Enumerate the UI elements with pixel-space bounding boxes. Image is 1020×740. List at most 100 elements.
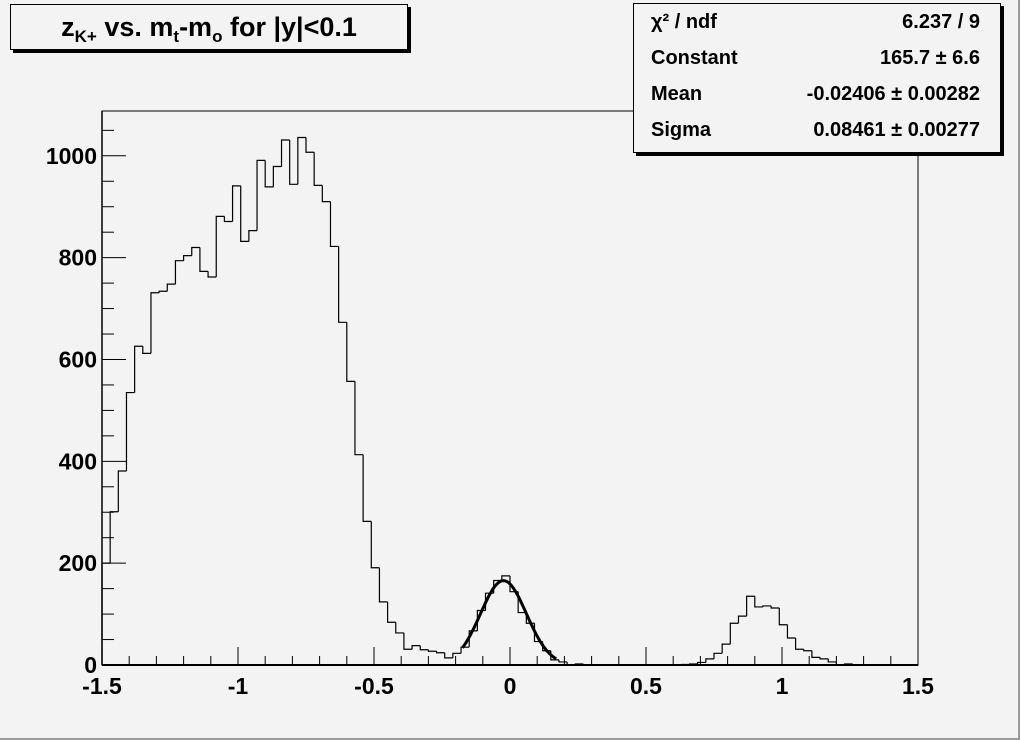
x-tick-label: -0.5 [354,673,394,699]
gaussian-fit-curve [461,579,558,661]
histogram-bin [721,643,731,654]
stats-value: 6.237 / 9 [902,11,980,33]
histogram-bin [362,454,372,523]
y-tick-label: 0 [84,652,97,678]
title-text: for |y|<0.1 [222,12,357,42]
x-tick-label: 1 [776,673,789,699]
histogram-bin [183,255,192,261]
histogram-bin [264,160,274,188]
histogram-bin [435,651,445,654]
stats-row-constant: Constant 165.7 ± 6.6 [634,40,1000,76]
title-text: vs. m [96,12,174,42]
histogram-bin [280,139,290,167]
histogram-bin [346,322,355,382]
histogram-bin [215,215,225,277]
histogram-bin [305,137,315,153]
histogram-bin [395,622,404,634]
histogram-bin [248,230,258,242]
y-tick-label: 400 [59,448,97,474]
stats-row-chi2: χ² / ndf 6.237 / 9 [634,4,1000,40]
stats-label: Constant [651,47,738,69]
histogram-bin [240,185,249,242]
histogram-bin [199,247,209,272]
stats-row-sigma: Sigma 0.08461 ± 0.00277 [634,112,1000,148]
histogram-bin [762,605,772,607]
x-tick-label: 1.5 [902,673,934,699]
histogram-bin [370,521,380,569]
histogram-bin [403,632,413,650]
histogram-bin [256,159,266,231]
stats-value: 0.08461 ± 0.00277 [813,119,980,141]
histogram-bin [795,638,804,650]
histogram-bin [819,657,829,660]
histogram-bin [705,658,714,663]
histogram-bin [419,645,429,651]
histogram-bin [501,575,510,581]
histogram-bin [770,605,780,609]
x-tick-label: -1.5 [82,673,122,699]
histogram-bin [338,246,347,323]
histogram-bin [207,271,217,278]
histogram-bin [811,650,821,658]
histogram-bin [468,630,478,648]
histogram-bin [746,595,755,617]
histogram-bin [117,470,127,512]
histogram-bin [125,391,135,471]
histogram-bin [166,283,176,292]
histogram-bin [452,652,462,658]
y-tick-label: 1000 [46,143,97,169]
histogram-bin [427,649,437,652]
stats-value: -0.02406 ± 0.00282 [806,83,980,105]
y-tick-label: 200 [59,550,97,576]
y-tick-label: 600 [59,346,97,372]
histogram-bin [786,624,796,639]
title-sub: t [173,27,180,46]
stats-box: χ² / ndf 6.237 / 9 Constant 165.7 ± 6.6 Me… [633,3,1001,153]
histogram-bin [142,346,151,354]
histogram-bin [378,567,388,603]
histogram-bin [697,661,706,664]
histogram-bin [827,658,837,663]
y-tick-label: 800 [59,245,97,271]
histogram-bin [387,601,396,623]
histogram-bin [778,607,788,626]
histogram-bin [803,649,812,652]
stats-label: χ² / ndf [651,11,717,33]
histogram-bin [231,185,241,222]
stats-row-mean: Mean -0.02406 ± 0.00282 [634,76,1000,112]
plot-frame [101,110,919,666]
histogram-bin [158,290,168,293]
histogram-bin [321,185,331,203]
histogram-bin [713,652,723,659]
x-tick-label: 0.5 [630,673,662,699]
histogram-bin [174,260,184,285]
stats-label: Mean [651,83,703,105]
histogram-bin [313,152,323,186]
histogram-bin [134,345,143,393]
histogram-bin [354,381,364,456]
histogram-bin [150,292,160,354]
histogram-bin [191,246,200,256]
histogram-bin [737,615,747,624]
x-tick-label: 0 [504,673,517,699]
stats-value: 165.7 ± 6.6 [880,47,980,69]
histogram-bin [729,622,739,645]
title-text: -m [179,12,213,42]
plot-title: zK+ vs. mt-mo for |y|<0.1 [10,4,408,50]
title-sub: o [212,27,223,46]
histogram-bin [460,646,470,654]
histogram-bin [444,652,453,659]
x-tick-label: -1 [228,673,249,699]
histogram-bin [289,140,298,185]
histogram-bin [109,511,119,564]
histogram-bin [272,165,282,187]
title-text: z [61,12,75,42]
stats-label: Sigma [651,119,712,141]
histogram-bin [754,596,763,608]
histogram-bin [297,136,306,185]
title-sub: K+ [74,27,97,46]
histogram-bin [329,201,339,248]
histogram-bin [223,216,233,223]
